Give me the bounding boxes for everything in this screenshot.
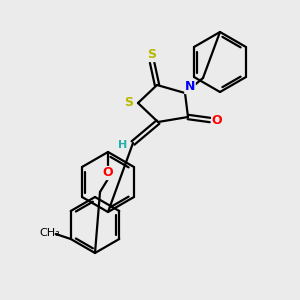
Text: S: S (148, 49, 157, 62)
Text: N: N (185, 80, 195, 94)
Text: S: S (124, 97, 134, 110)
Text: CH₃: CH₃ (39, 228, 60, 238)
Text: O: O (103, 167, 113, 179)
Text: H: H (118, 140, 127, 150)
Text: O: O (212, 113, 222, 127)
